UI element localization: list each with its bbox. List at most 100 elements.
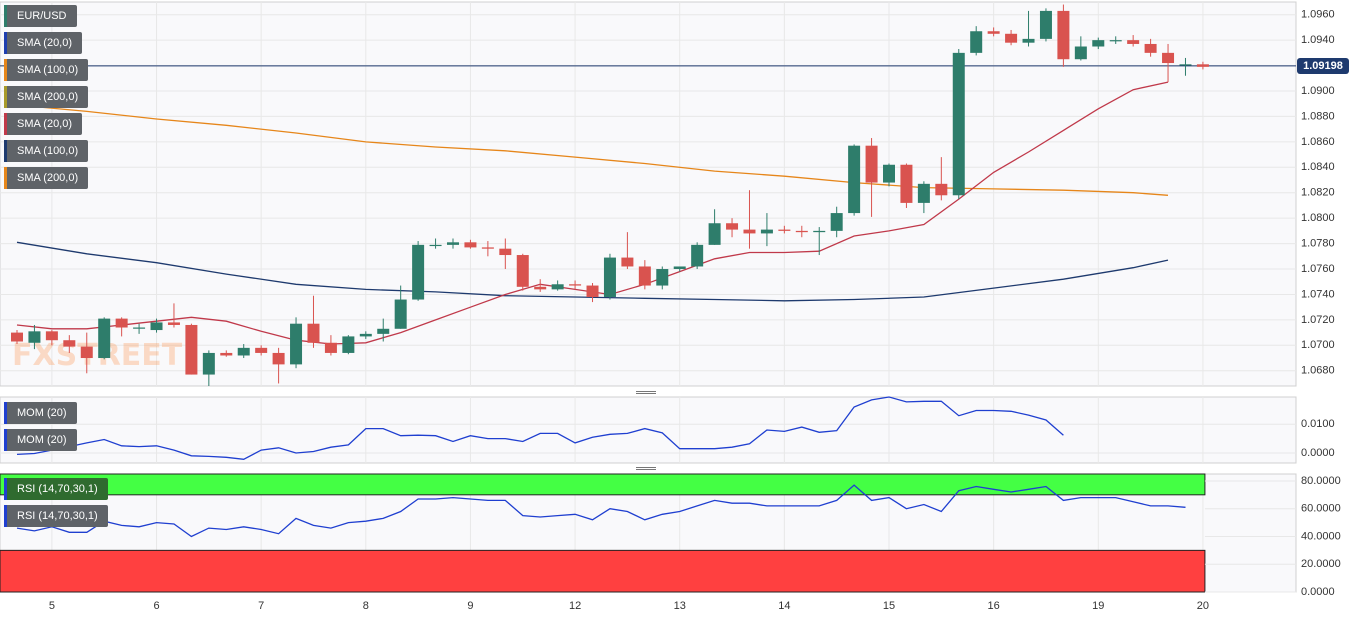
candle-body — [481, 247, 494, 249]
candle-body — [11, 332, 23, 342]
y-tick-label: 1.0880 — [1301, 110, 1335, 122]
candle-body — [272, 352, 285, 365]
candle-body — [1127, 40, 1140, 44]
y-tick-label: 1.0740 — [1301, 288, 1335, 300]
legend-sma200-a[interactable]: SMA (200,0) — [4, 86, 89, 108]
x-tick-label: 9 — [467, 600, 473, 612]
legend-label: SMA (200,0) — [17, 172, 79, 184]
x-tick-label: 20 — [1197, 600, 1209, 612]
y-tick-label: 1.0840 — [1301, 161, 1335, 173]
candle-body — [499, 248, 512, 256]
candle-body — [1022, 38, 1035, 43]
candle-body — [586, 285, 599, 297]
candle-body — [377, 328, 390, 334]
x-tick-label: 15 — [883, 600, 895, 612]
y-tick-label: 1.0940 — [1301, 34, 1335, 46]
legend-swatch — [4, 505, 7, 527]
legend-label: SMA (20,0) — [17, 118, 73, 130]
x-tick-label: 12 — [569, 600, 581, 612]
candle-body — [202, 352, 215, 375]
legend-swatch — [4, 167, 7, 189]
legend-mom-b[interactable]: MOM (20) — [4, 429, 77, 451]
legend-sma100-a[interactable]: SMA (100,0) — [4, 59, 89, 81]
y-tick-label: 1.0780 — [1301, 237, 1335, 249]
candle-body — [1196, 64, 1209, 67]
legend-label: SMA (100,0) — [17, 64, 79, 76]
candle-body — [63, 340, 76, 347]
legend-rsi-b[interactable]: RSI (14,70,30,1) — [4, 505, 108, 527]
candle-body — [760, 229, 773, 234]
candle-body — [394, 299, 407, 329]
mom-y-tick-label: 0.0100 — [1301, 418, 1335, 430]
legend-mom-a[interactable]: MOM (20) — [4, 402, 77, 424]
candle-body — [795, 230, 808, 233]
legend-sma100-b[interactable]: SMA (100,0) — [4, 140, 89, 162]
legend-label: MOM (20) — [17, 434, 67, 446]
candle-body — [1039, 10, 1052, 39]
x-tick-label: 13 — [674, 600, 686, 612]
candle-body — [185, 324, 198, 375]
x-tick-label: 5 — [49, 600, 55, 612]
candle-body — [1179, 64, 1192, 66]
legend-label: EUR/USD — [17, 10, 67, 22]
mom-y-tick-label: 0.0000 — [1301, 447, 1335, 459]
candle-body — [673, 266, 686, 270]
legend-label: MOM (20) — [17, 407, 67, 419]
y-tick-label: 1.0700 — [1301, 339, 1335, 351]
candle-body — [28, 331, 41, 343]
candle-body — [534, 286, 547, 290]
candle-body — [603, 257, 616, 297]
x-tick-label: 6 — [153, 600, 159, 612]
rsi-line — [16, 484, 1186, 538]
candle-body — [621, 257, 634, 267]
candle-body — [900, 164, 913, 203]
last-price-tag: 1.09198 — [1297, 58, 1349, 74]
candle-body — [447, 242, 459, 245]
pane-resize-handle-top[interactable] — [636, 391, 656, 394]
candle-body — [412, 244, 425, 300]
candle-body — [917, 183, 930, 203]
legend-swatch — [4, 140, 7, 162]
candle-body — [342, 336, 355, 353]
legend-swatch — [4, 32, 7, 54]
y-tick-label: 1.0860 — [1301, 136, 1335, 148]
candle-body — [708, 223, 721, 245]
pane-resize-handle-bottom[interactable] — [636, 467, 656, 470]
y-tick-label: 1.0720 — [1301, 314, 1335, 326]
candle-body — [935, 183, 948, 196]
legend-rsi-a[interactable]: RSI (14,70,30,1) — [4, 478, 108, 500]
candle-body — [987, 31, 1000, 34]
candle-body — [307, 323, 320, 343]
rsi-y-tick-label: 20.0000 — [1301, 558, 1341, 570]
rsi-y-tick-label: 60.0000 — [1301, 503, 1341, 515]
candle-body — [237, 347, 250, 356]
legend-label: SMA (20,0) — [17, 37, 73, 49]
candle-body — [324, 342, 337, 353]
legend-sma200-b[interactable]: SMA (200,0) — [4, 167, 89, 189]
legend-label: RSI (14,70,30,1) — [17, 510, 98, 522]
y-tick-label: 1.0820 — [1301, 187, 1335, 199]
candle-body — [1074, 46, 1087, 60]
candle-body — [80, 346, 93, 359]
legend-swatch — [4, 59, 7, 81]
legend-sma20-b[interactable]: SMA (20,0) — [4, 113, 83, 135]
rsi-y-tick-label: 0.0000 — [1301, 586, 1335, 598]
rsi-overbought-zone — [0, 473, 1206, 496]
candle-body — [952, 52, 965, 196]
candle-body — [290, 323, 303, 365]
x-tick-label: 19 — [1092, 600, 1104, 612]
legend-sma20-a[interactable]: SMA (20,0) — [4, 32, 83, 54]
candle-body — [359, 333, 372, 337]
rsi-oversold-zone — [0, 549, 1206, 593]
candle-body — [778, 229, 791, 231]
candle-body — [1005, 33, 1018, 43]
rsi-y-tick-label: 40.0000 — [1301, 530, 1341, 542]
candle-body — [150, 322, 163, 331]
candle-body — [516, 255, 529, 287]
candle-body — [429, 244, 442, 247]
candle-body — [551, 284, 564, 290]
legend-label: SMA (100,0) — [17, 145, 79, 157]
legend-eurusd[interactable]: EUR/USD — [4, 5, 77, 27]
